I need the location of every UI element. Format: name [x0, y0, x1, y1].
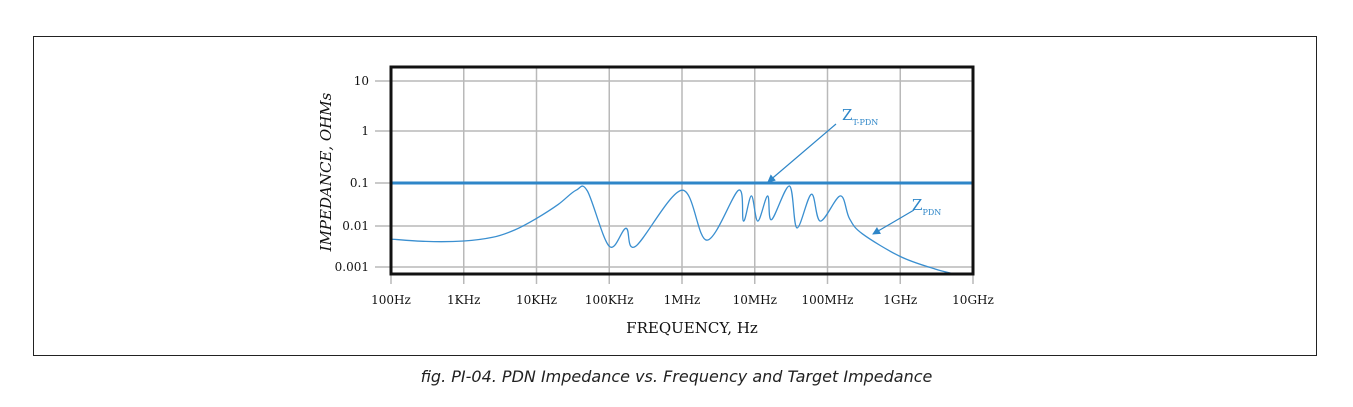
x-axis-label: FREQUENCY, Hz	[626, 319, 758, 337]
x-tick-label: 10GHz	[952, 293, 994, 307]
y-tick-label: 10	[354, 74, 369, 88]
y-tick-label: 0.001	[335, 260, 369, 274]
x-tick-label: 1MHz	[664, 293, 701, 307]
label-subscript: PDN	[922, 208, 941, 217]
x-tick-label: 1GHz	[883, 293, 917, 307]
label-subscript: T-PDN	[852, 118, 878, 127]
x-tick-label: 10MHz	[733, 293, 777, 307]
y-tick-label: 0.01	[342, 219, 369, 233]
impedance-chart: 100Hz 1KHz 10KHz 100KHz 1MHz 10MHz 100MHz 1GHz 1…	[317, 65, 994, 337]
figure-caption: fig. PI-04. PDN Impedance vs. Frequency …	[420, 367, 933, 386]
y-tick-label: 1	[361, 124, 369, 138]
y-tick-label: 0.1	[350, 176, 369, 190]
grid	[375, 67, 974, 284]
x-tick-label: 100KHz	[585, 293, 634, 307]
annotation-z-pdn: ZPDN	[912, 196, 941, 217]
figure-frame	[33, 36, 1317, 356]
annotation-arrow-z-t-pdn	[767, 123, 837, 183]
annotation-arrow-z-pdn	[872, 209, 915, 235]
plot-box	[389, 65, 975, 276]
y-axis-label: IMPEDANCE, OHMs	[317, 92, 335, 252]
x-tick-labels: 100Hz 1KHz 10KHz 100KHz 1MHz 10MHz 100MHz 1GHz 1…	[371, 293, 994, 307]
x-tick-label: 1KHz	[447, 293, 480, 307]
x-tick-label: 100Hz	[371, 293, 411, 307]
annotation-z-t-pdn: ZT-PDN	[842, 106, 878, 127]
y-tick-labels: 10 1 0.1 0.01 0.001	[335, 74, 369, 274]
label-main: Z	[912, 196, 922, 214]
series-z-pdn-line	[390, 185, 955, 275]
x-tick-label: 10KHz	[516, 293, 557, 307]
x-tick-label: 100MHz	[802, 293, 854, 307]
curves	[390, 181, 973, 275]
label-main: Z	[842, 106, 852, 124]
